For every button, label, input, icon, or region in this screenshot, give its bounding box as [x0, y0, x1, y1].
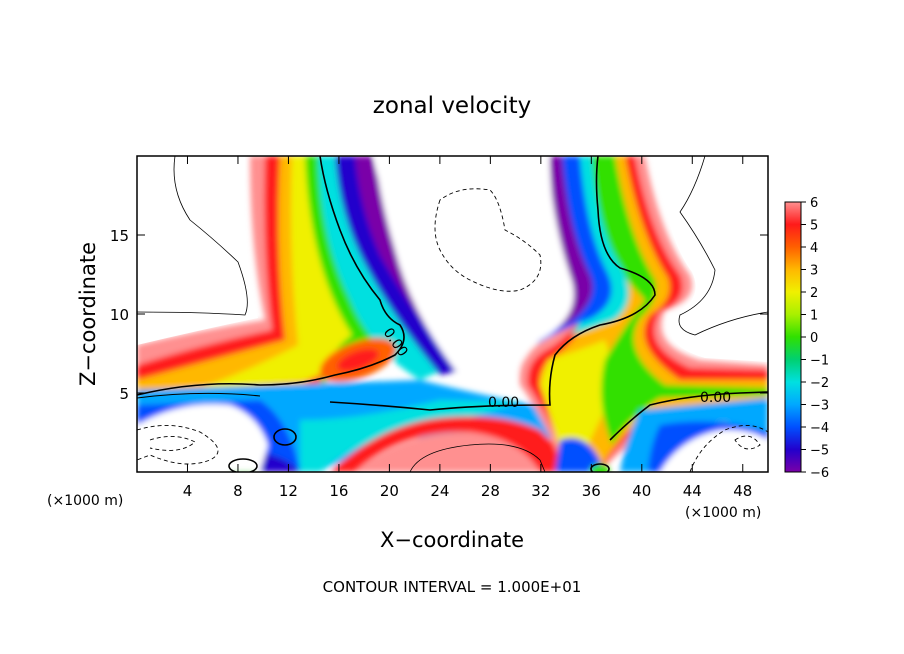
left-plume-yellow [200, 156, 390, 388]
y-tick-label: 10 [110, 306, 129, 324]
contour-loop-bottom [228, 458, 258, 472]
velocity-field: 0.00 0.00 0.00 [137, 156, 768, 472]
x-tick-label: 36 [582, 482, 601, 500]
colorbar-label: 6 [810, 196, 818, 211]
dashed-contour-lower-left [137, 425, 219, 465]
zero-contour-middle [329, 156, 656, 411]
colorbar [784, 201, 802, 473]
right-plume-violet [520, 156, 593, 350]
thin-contour-top-right [678, 156, 768, 336]
red-blob-core [337, 348, 379, 372]
colorbar-label: −6 [810, 466, 829, 481]
colorbar-label: 4 [810, 241, 818, 256]
zero-contour-left [137, 156, 405, 396]
y-axis-ticks: 5 10 15 [110, 227, 768, 403]
x-axis-ticks: 4 8 12 16 20 24 28 32 36 40 44 48 [183, 156, 752, 500]
colorbar-label: −4 [810, 421, 829, 436]
white-region-center [375, 156, 574, 380]
contour-loop-small [273, 428, 297, 446]
bottom-center-green [590, 464, 610, 472]
colorbar-label: −3 [810, 399, 829, 414]
x-tick-label: 32 [531, 482, 550, 500]
x-tick-label: 44 [683, 482, 702, 500]
thin-contour-top-left [137, 156, 248, 316]
colorbar-label: 5 [810, 219, 818, 234]
right-plume-yellow [540, 340, 612, 472]
dashed-contour-lower-right-inner [734, 435, 761, 450]
contour-label-right: 0.00 [700, 390, 731, 406]
colorbar-label: −1 [810, 354, 829, 369]
y-axis-label: Z−coordinate [76, 242, 100, 386]
z-unit-label: (×1000 m) [47, 493, 123, 509]
white-region-lower-right [660, 429, 768, 472]
lower-orange-arc [330, 416, 560, 472]
x-tick-label: 20 [380, 482, 399, 500]
colorbar-label: 3 [810, 264, 818, 279]
contour-label-middle: 0.00 [488, 395, 519, 411]
zero-contour-right [609, 391, 768, 441]
zero-contour-left-low [137, 392, 261, 399]
x-tick-label: 12 [279, 482, 298, 500]
x-axis-label: X−coordinate [380, 528, 524, 552]
dashed-contour-lower-left-inner [149, 436, 196, 451]
white-region-right-top [660, 156, 768, 362]
bottom-center-blue [555, 438, 605, 472]
colorbar-label: −2 [810, 376, 829, 391]
dashed-contour-lower-right [689, 425, 768, 472]
colorbar-label: 2 [810, 286, 818, 301]
chart-title: zonal velocity [373, 93, 531, 119]
x-tick-label: 8 [233, 482, 243, 500]
right-plume-green [585, 156, 768, 445]
x-tick-label: 40 [632, 482, 651, 500]
lower-pink-arc [355, 432, 540, 472]
contour-lines [137, 156, 768, 472]
thin-contour-lower-center [409, 443, 546, 472]
y-tick-label: 15 [110, 227, 129, 245]
x-tick-label: 4 [183, 482, 193, 500]
white-region-lower-left [137, 404, 268, 472]
colorbar-label: 0 [810, 331, 818, 346]
colorbar-labels: 6 5 4 3 2 1 0 −1 −2 −3 −4 −5 −6 [801, 196, 829, 481]
lower-left-cyan [300, 400, 520, 472]
x-tick-label: 24 [430, 482, 449, 500]
x-tick-label: 48 [733, 482, 752, 500]
colorbar-label: −5 [810, 444, 829, 459]
x-tick-label: 16 [329, 482, 348, 500]
x-unit-label: (×1000 m) [685, 505, 761, 521]
colorbar-label: 1 [810, 309, 818, 324]
x-tick-label: 28 [481, 482, 500, 500]
y-tick-label: 5 [119, 385, 129, 403]
dashed-contour-center [434, 188, 542, 292]
contour-interval-note: CONTOUR INTERVAL = 1.000E+01 [323, 578, 582, 596]
white-region-left-top [137, 156, 258, 345]
